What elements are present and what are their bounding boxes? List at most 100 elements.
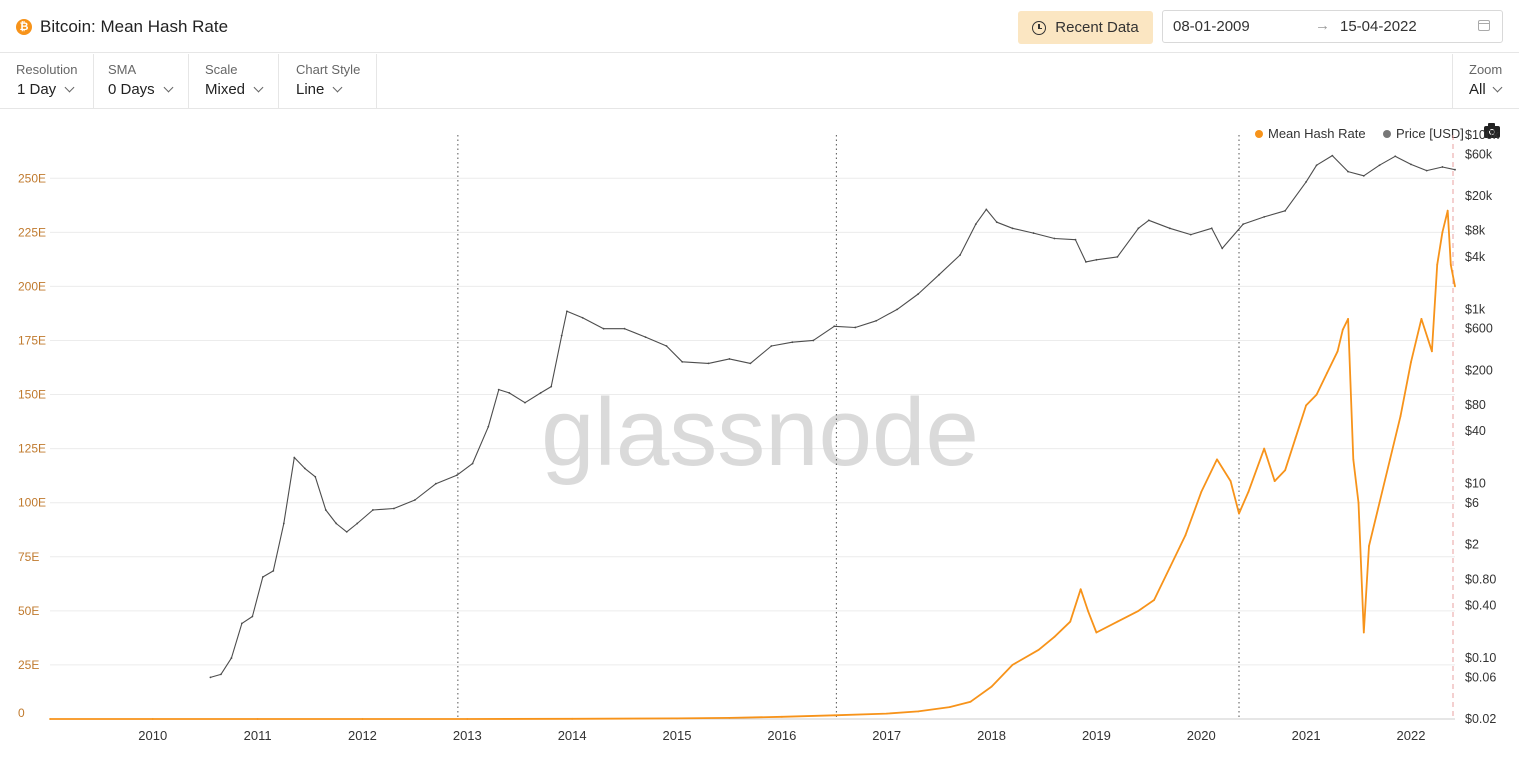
right-axis-tick-label: $100k: [1465, 128, 1500, 142]
hash-rate-point: [1449, 263, 1452, 266]
price-point: [1053, 237, 1056, 240]
price-point: [791, 341, 794, 344]
hash-rate-point: [1305, 404, 1308, 407]
price-point: [1011, 227, 1014, 230]
calendar-icon[interactable]: [1478, 20, 1490, 31]
hash-rate-point: [1420, 317, 1423, 320]
hash-rate-point: [1378, 501, 1381, 504]
hash-rate-point: [361, 718, 364, 720]
legend-dot-hash-rate: [1255, 130, 1263, 138]
right-axis-tick-label: $80: [1465, 398, 1486, 412]
left-axis-tick-label: 75E: [18, 550, 39, 564]
chevron-down-icon: [64, 82, 75, 93]
price-point: [393, 507, 395, 510]
right-axis-tick-label: $1k: [1465, 302, 1486, 316]
hash-rate-point: [1087, 609, 1089, 612]
hash-rate-point: [1454, 285, 1456, 288]
bitcoin-icon: ₿: [16, 19, 32, 35]
hash-rate-point: [780, 715, 783, 718]
price-point: [854, 326, 857, 329]
price-point: [602, 327, 605, 330]
hash-rate-point: [1229, 480, 1232, 482]
hash-rate-point: [1410, 361, 1412, 364]
x-axis-tick-label: 2014: [558, 728, 587, 743]
price-point: [209, 676, 212, 679]
hash-rate-point: [1095, 631, 1098, 634]
left-axis-tick-label: 150E: [18, 388, 46, 402]
x-axis-tick-label: 2020: [1187, 728, 1216, 743]
resolution-dropdown[interactable]: Resolution 1 Day: [0, 54, 94, 108]
price-point: [1263, 215, 1266, 218]
hash-rate-point: [1153, 599, 1155, 601]
chart-style-dropdown[interactable]: Chart Style Line: [279, 54, 377, 108]
right-axis-tick-label: $2: [1465, 538, 1479, 552]
price-point: [875, 319, 878, 322]
hash-rate-point: [1273, 480, 1276, 482]
right-axis-tick-label: $600: [1465, 322, 1493, 336]
zoom-dropdown[interactable]: Zoom All: [1452, 54, 1519, 108]
scale-dropdown[interactable]: Scale Mixed: [189, 54, 279, 108]
hash-rate-point: [1053, 635, 1056, 638]
price-point: [581, 316, 584, 319]
price-point: [1410, 163, 1412, 166]
legend-item-price[interactable]: Price [USD]: [1383, 126, 1464, 141]
arrow-right-icon: →: [1315, 17, 1330, 34]
hash-rate-point: [1263, 447, 1266, 450]
price-point: [230, 657, 233, 659]
clock-icon: [1032, 20, 1047, 35]
price-point: [240, 622, 243, 625]
hash-rate-point: [1389, 458, 1391, 461]
price-point: [1362, 174, 1365, 177]
zoom-label: Zoom: [1469, 62, 1503, 77]
price-line: [210, 155, 1456, 678]
price-point: [1168, 227, 1171, 230]
page-title: Bitcoin: Mean Hash Rate: [40, 17, 229, 36]
resolution-value: 1 Day: [17, 81, 75, 98]
hash-rate-point: [49, 718, 51, 720]
recent-data-button[interactable]: Recent Data: [1018, 11, 1153, 44]
date-from-input[interactable]: 08-01-2009: [1173, 18, 1250, 35]
chevron-down-icon: [253, 82, 264, 93]
right-axis-tick-label: $0.06: [1465, 670, 1496, 684]
date-range-picker[interactable]: 08-01-2009 → 15-04-2022: [1162, 10, 1503, 43]
price-point: [508, 392, 511, 394]
hash-rate-point: [1284, 469, 1287, 472]
hash-rate-point: [1436, 263, 1439, 266]
hash-rate-point: [1168, 566, 1171, 569]
scale-label: Scale: [205, 62, 238, 77]
hash-rate-point: [256, 718, 259, 720]
hash-rate-point: [833, 714, 836, 717]
sma-value: 0 Days: [108, 81, 174, 98]
price-point: [938, 273, 941, 276]
right-axis-tick-label: $200: [1465, 363, 1493, 377]
legend-item-hash-rate[interactable]: Mean Hash Rate: [1255, 126, 1366, 141]
price-point: [434, 482, 437, 485]
price-point: [1221, 247, 1224, 250]
price-point: [324, 509, 327, 511]
hash-rate-point: [1116, 620, 1119, 623]
right-axis-tick-label: $60k: [1465, 147, 1493, 161]
hash-rate-point: [676, 717, 678, 720]
price-point: [665, 345, 668, 347]
hash-rate-point: [885, 712, 888, 715]
date-to-input[interactable]: 15-04-2022: [1340, 18, 1417, 35]
hash-rate-point: [990, 685, 993, 688]
x-axis-tick-label: 2012: [348, 728, 377, 743]
left-axis-tick-label: 175E: [18, 333, 46, 347]
hash-rate-point: [1184, 534, 1187, 537]
hash-rate-chart: glassnode 0 25E 50E 75E 100E 125E 150E 175E 200E…: [18, 128, 1500, 743]
series-price: [209, 154, 1456, 679]
halving-markers: [457, 135, 1454, 719]
left-axis-tick-label: 250E: [18, 171, 46, 185]
price-point: [995, 221, 998, 224]
hash-rate-point: [1347, 317, 1349, 320]
hash-rate-point: [1341, 328, 1344, 331]
sma-dropdown[interactable]: SMA 0 Days: [94, 54, 189, 108]
hash-rate-point: [1079, 588, 1082, 591]
hash-rate-point: [1216, 458, 1218, 461]
price-point: [1394, 155, 1397, 158]
left-axis-tick-label: 225E: [18, 225, 46, 239]
camera-icon[interactable]: [1484, 123, 1500, 138]
left-axis-tick-label: 50E: [18, 604, 39, 618]
price-point: [1331, 154, 1334, 157]
